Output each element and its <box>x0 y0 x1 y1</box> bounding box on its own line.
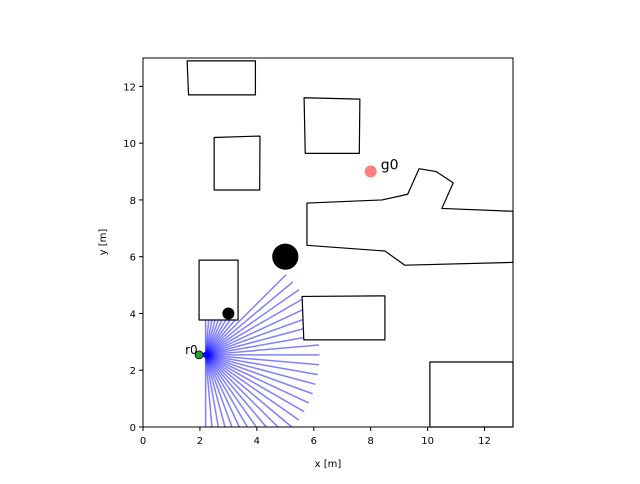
lidar-ray <box>204 354 249 428</box>
lidar-ray <box>204 354 213 428</box>
circular-obstacle <box>222 307 235 320</box>
y-axis-label: y [m] <box>98 229 109 256</box>
obstacle <box>306 168 514 266</box>
lidar-ray <box>205 354 310 404</box>
lidar-ray <box>205 354 267 428</box>
lidar-ray <box>205 354 313 395</box>
lidar-ray <box>205 328 304 356</box>
lidar-ray <box>205 354 300 421</box>
lidar-ray <box>205 298 303 356</box>
x-tick-label: 6 <box>311 436 317 447</box>
lidar-ray <box>205 354 305 413</box>
x-tick-label: 0 <box>140 436 146 447</box>
obstacle <box>303 97 361 154</box>
lidar-ray <box>205 336 304 356</box>
lidar-ray <box>205 354 316 386</box>
plot-frame <box>142 57 514 428</box>
y-tick-label: 10 <box>123 139 136 150</box>
lidar-ray <box>205 354 293 428</box>
lidar-ray <box>205 354 318 376</box>
lidar-ray <box>205 281 294 356</box>
lidar-ray <box>205 354 257 428</box>
x-tick-label: 2 <box>197 436 203 447</box>
obstacle <box>429 361 514 428</box>
circular-obstacle <box>272 243 299 270</box>
x-tick-label: 10 <box>421 436 434 447</box>
y-tick-label: 6 <box>130 253 136 264</box>
lidar-ray <box>205 318 304 356</box>
obstacle <box>213 135 261 191</box>
x-tick-label: 8 <box>368 436 374 447</box>
lidar-ray <box>205 289 300 356</box>
y-tick-label: 2 <box>130 366 136 377</box>
lidar-ray <box>205 309 303 356</box>
lidar-ray <box>204 354 226 428</box>
obstacle <box>301 295 386 341</box>
y-tick-label: 12 <box>123 82 136 93</box>
y-tick-label: 0 <box>130 423 136 434</box>
y-tick-label: 8 <box>130 196 136 207</box>
goal-label: g0 <box>381 158 399 174</box>
x-tick-label: 4 <box>254 436 260 447</box>
lidar-ray <box>205 354 279 428</box>
obstacle <box>186 60 257 96</box>
x-axis-label: x [m] <box>315 459 342 470</box>
y-tick-label: 4 <box>130 309 136 320</box>
x-tick-label: 12 <box>478 436 491 447</box>
robot-label: r0 <box>185 343 198 357</box>
lidar-ray <box>205 274 287 356</box>
lidar-ray <box>204 354 241 428</box>
lidar-ray <box>205 354 320 366</box>
obstacle <box>198 259 239 321</box>
lidar-ray <box>204 354 220 428</box>
goal-marker <box>364 165 377 178</box>
lidar-ray <box>205 344 320 356</box>
lidar-ray <box>204 354 233 428</box>
lidar-origin <box>202 351 209 358</box>
